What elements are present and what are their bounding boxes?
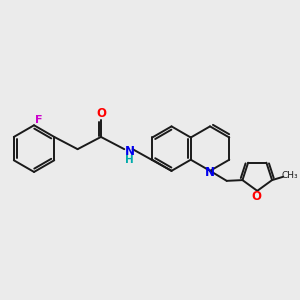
- Text: CH₃: CH₃: [281, 171, 298, 180]
- Text: N: N: [125, 146, 135, 158]
- Text: H: H: [125, 155, 134, 165]
- Text: O: O: [251, 190, 261, 203]
- Text: O: O: [96, 107, 106, 120]
- Text: N: N: [205, 166, 215, 179]
- Text: F: F: [35, 115, 42, 125]
